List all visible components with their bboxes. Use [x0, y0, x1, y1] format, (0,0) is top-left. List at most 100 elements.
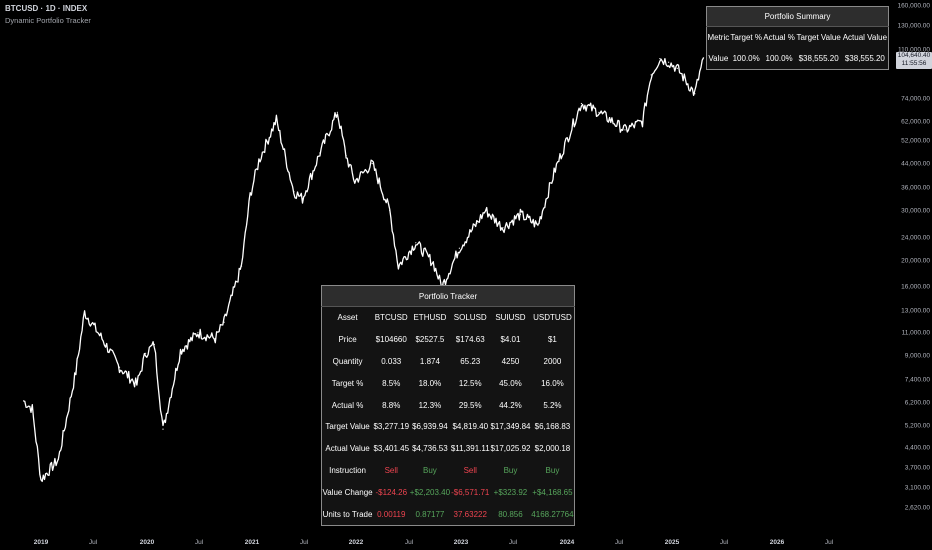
tracker-row-label: Units to Trade — [322, 509, 373, 519]
summary-value-cell: Value — [708, 54, 729, 63]
price-tick-label: 160,000.00 — [897, 2, 930, 10]
price-point — [432, 262, 434, 264]
tracker-cell: +$2,203.40 — [409, 487, 451, 497]
time-tick-label: Jul — [299, 539, 309, 546]
price-point — [223, 321, 225, 323]
summary-value-cell: 100.0% — [732, 54, 760, 63]
time-scale[interactable]: 2019 Jul 2020 Jul 2021 Jul 2022 Jul 2023 Jul 2024 J… — [0, 535, 896, 550]
tracker-cell: $17,349.84 — [490, 422, 531, 432]
tracker-row: Actual % 8.8% 12.3% 29.5% 44.2% 5.2% — [322, 394, 575, 416]
price-tick-label: 3,100.00 — [904, 484, 930, 492]
tracker-cell: 45.0% — [499, 378, 522, 388]
tracker-cell: 65.23 — [460, 356, 481, 366]
tracker-row: Units to Trade 0.00119 0.87177 37.63222 80.8… — [322, 503, 575, 525]
tracker-cell: 37.63222 — [453, 509, 487, 519]
price-tick-label: 52,000.00 — [901, 137, 930, 145]
tracker-row: Price $104660 $2527.5 $174.63 $4.01 $1 — [322, 329, 575, 351]
portfolio-summary-table: Portfolio Summary Metric Target % Actual %… — [706, 6, 889, 70]
tracker-cell: $2,000.18 — [534, 444, 571, 454]
portfolio-tracker-table: Portfolio Tracker Asset BTCUSD ETHUSD SOLUS… — [321, 285, 575, 526]
indicator-name[interactable]: Dynamic Portfolio Tracker — [5, 16, 91, 25]
tracker-cell: 29.5% — [458, 400, 482, 410]
summary-header-cell: Metric — [707, 33, 730, 42]
price-tick-label: 20,000.00 — [901, 257, 930, 265]
price-point — [197, 332, 199, 334]
tracker-cell: Sell — [463, 465, 477, 475]
price-point — [301, 198, 304, 200]
tracker-row: Instruction Sell Buy Sell Buy Buy — [322, 460, 575, 482]
tracker-cell: Sell — [384, 465, 398, 475]
tracker-cell: 12.3% — [418, 400, 442, 410]
price-point — [415, 242, 417, 244]
summary-title: Portfolio Summary — [706, 6, 889, 27]
time-tick-label: 2020 — [139, 539, 155, 546]
btc-price-series[interactable] — [23, 57, 705, 483]
tracker-cell: 0.87177 — [415, 509, 445, 519]
price-point — [31, 408, 33, 410]
price-point — [485, 209, 487, 211]
price-point — [354, 180, 356, 183]
price-point — [179, 350, 182, 352]
tracker-cell: 18.0% — [418, 378, 442, 388]
tracker-cell: 0.033 — [381, 356, 402, 366]
tracker-cell: +$4,168.65 — [532, 487, 573, 497]
price-point — [397, 265, 399, 267]
tracker-cell: $11,391.11 — [450, 444, 490, 454]
time-tick-label: Jul — [404, 539, 414, 546]
price-point — [23, 400, 25, 402]
tracker-row: Target % 8.5% 18.0% 12.5% 45.0% 16.0% — [322, 372, 575, 394]
price-point — [476, 222, 478, 224]
summary-value-cell: $38,555.20 — [798, 54, 839, 63]
price-point — [458, 247, 460, 249]
price-tick-label: 16,000.00 — [901, 283, 930, 291]
tracker-row-label: Actual Value — [325, 444, 370, 454]
summary-header-cell: Actual Value — [842, 33, 888, 42]
price-point — [519, 213, 522, 216]
tracker-row-label: Instruction — [329, 465, 366, 475]
tracker-cell: $4.01 — [500, 335, 521, 345]
tracker-row-label: Value Change — [322, 487, 373, 497]
tracker-row: Quantity 0.033 1.874 65.23 4250 2000 — [322, 351, 575, 373]
tracker-row-label: Target Value — [325, 422, 370, 432]
tracker-cell: $4,819.40 — [452, 422, 489, 432]
tracker-cell: -$124.26 — [375, 487, 408, 497]
price-tick-label: 130,000.00 — [897, 22, 930, 30]
price-scale[interactable]: 160,000.00 130,000.00 110,000.00 74,000.00 6… — [896, 0, 932, 535]
tracker-cell: $3,401.45 — [373, 444, 410, 454]
summary-value-cell: $38,555.20 — [844, 54, 885, 63]
tracker-cell: Buy — [503, 465, 518, 475]
tracker-cell: $6,168.83 — [534, 422, 571, 432]
price-point — [598, 111, 600, 113]
time-tick-label: 2024 — [559, 539, 575, 546]
time-tick-label: Jul — [88, 539, 98, 546]
last-price-label: 104,640.40 11:55:56 — [896, 52, 932, 69]
price-point — [554, 168, 556, 170]
time-tick-label: Jul — [719, 539, 729, 546]
summary-header-cell: Actual % — [763, 33, 795, 42]
price-tick-label: 44,000.00 — [901, 160, 930, 168]
time-tick-label: 2023 — [453, 539, 469, 546]
tracker-cell: $3,277.19 — [373, 422, 410, 432]
tracker-row: Target Value $3,277.19 $6,939.94 $4,819.40 $… — [322, 416, 575, 438]
tracker-cell: 16.0% — [541, 378, 564, 388]
symbol-title[interactable]: BTCUSD · 1D · INDEX — [5, 4, 88, 13]
tracker-cell: -$6,571.71 — [451, 487, 490, 497]
tracker-row-label: Actual % — [331, 400, 364, 410]
tracker-row-label: Target % — [331, 378, 364, 388]
tracker-row-label: Quantity — [332, 356, 363, 366]
tracker-cell: Buy — [545, 465, 560, 475]
tracker-cell: 1.874 — [419, 356, 440, 366]
price-tick-label: 6,200.00 — [904, 399, 930, 407]
time-tick-label: 2021 — [244, 539, 260, 546]
price-tick-label: 11,000.00 — [901, 329, 930, 337]
tracker-cell: 8.8% — [382, 400, 401, 410]
price-point — [580, 102, 583, 105]
tracker-cell: 12.5% — [458, 378, 482, 388]
price-point — [319, 152, 321, 154]
tracker-row: Value Change -$124.26 +$2,203.40 -$6,571.71… — [322, 481, 575, 503]
price-point — [145, 352, 147, 354]
price-tick-label: 36,000.00 — [901, 184, 930, 192]
time-tick-label: Jul — [508, 539, 518, 546]
